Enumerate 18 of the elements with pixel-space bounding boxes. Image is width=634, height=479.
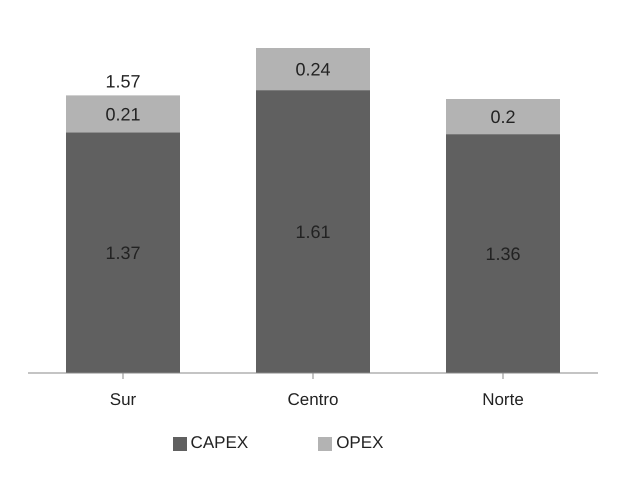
data-label: 0.21	[105, 104, 141, 124]
total-label: 1.57	[105, 71, 141, 92]
bar	[446, 98, 560, 134]
bar	[256, 90, 370, 373]
bar	[66, 132, 180, 373]
legend-label: OPEX	[336, 433, 384, 452]
x-tick-label: Centro	[287, 390, 339, 410]
data-label: 1.36	[485, 244, 521, 264]
data-label: 1.37	[105, 243, 141, 264]
bar	[66, 95, 180, 132]
data-label: 1.61	[295, 222, 331, 242]
x-tick-label: Sur	[110, 390, 137, 410]
x-tick-label: Norte	[482, 390, 524, 410]
bar	[446, 134, 560, 373]
data-label: 0.2	[490, 106, 516, 127]
bar	[256, 48, 370, 90]
data-label: 0.24	[295, 59, 331, 80]
legend-label: CAPEX	[190, 433, 248, 452]
